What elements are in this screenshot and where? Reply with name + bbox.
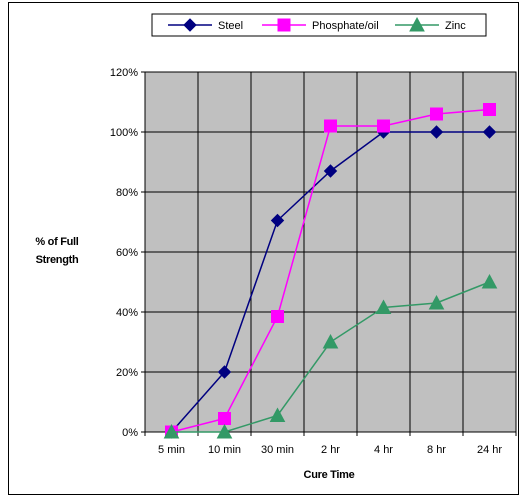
data-point <box>377 119 390 133</box>
x-axis-title: Cure Time <box>304 469 355 481</box>
legend-entry: Phosphate/oil <box>262 18 379 32</box>
legend-entry: Zinc <box>395 16 466 32</box>
data-point <box>430 107 443 121</box>
x-axis: 5 min 10 min 30 min 2 hr 4 hr 8 hr 24 hr <box>144 432 517 456</box>
data-point <box>216 423 233 439</box>
x-tick-label: 8 hr <box>427 444 446 456</box>
legend-label: Steel <box>218 20 243 32</box>
data-point <box>269 407 286 422</box>
data-point <box>323 164 338 178</box>
x-tick-label: 5 min <box>158 444 185 456</box>
y-tick-label: 80% <box>116 187 138 199</box>
y-tick-label: 20% <box>116 367 138 379</box>
data-point <box>409 16 425 32</box>
data-point <box>271 310 284 323</box>
x-tick-label: 4 hr <box>374 444 393 456</box>
data-point <box>163 423 180 439</box>
data-point <box>482 125 497 139</box>
data-point <box>429 125 444 139</box>
x-tick-label: 24 hr <box>477 444 502 456</box>
data-point <box>270 213 285 228</box>
series-group <box>163 103 498 439</box>
data-point <box>218 412 231 425</box>
x-tick-label: 30 min <box>261 444 294 456</box>
y-tick-label: 100% <box>110 127 138 139</box>
series-phosphate-oil <box>165 103 496 439</box>
data-point <box>277 18 291 32</box>
y-axis: 0% 20% 40% 60% 80% 100% 120% <box>110 67 145 439</box>
data-point <box>375 299 392 314</box>
y-axis-title-line1: % of Full <box>35 236 78 248</box>
y-tick-label: 40% <box>116 307 138 319</box>
data-point <box>481 273 498 289</box>
x-tick-label: 10 min <box>208 444 241 456</box>
legend: Steel Phosphate/oil Zinc <box>151 13 487 37</box>
data-point <box>217 365 232 379</box>
series-zinc <box>163 273 498 439</box>
x-tick-label: 2 hr <box>321 444 340 456</box>
legend-entry: Steel <box>168 18 243 32</box>
y-axis-title-line2: Strength <box>36 254 79 266</box>
legend-label: Zinc <box>445 20 466 32</box>
y-tick-label: 120% <box>110 67 138 79</box>
y-tick-label: 60% <box>116 247 138 259</box>
y-tick-label: 0% <box>122 427 138 439</box>
legend-box <box>151 13 487 37</box>
data-point <box>428 294 445 310</box>
data-point <box>322 333 339 349</box>
data-point <box>483 103 496 116</box>
legend-label: Phosphate/oil <box>312 20 379 32</box>
data-point <box>324 119 337 133</box>
data-point <box>183 18 197 32</box>
